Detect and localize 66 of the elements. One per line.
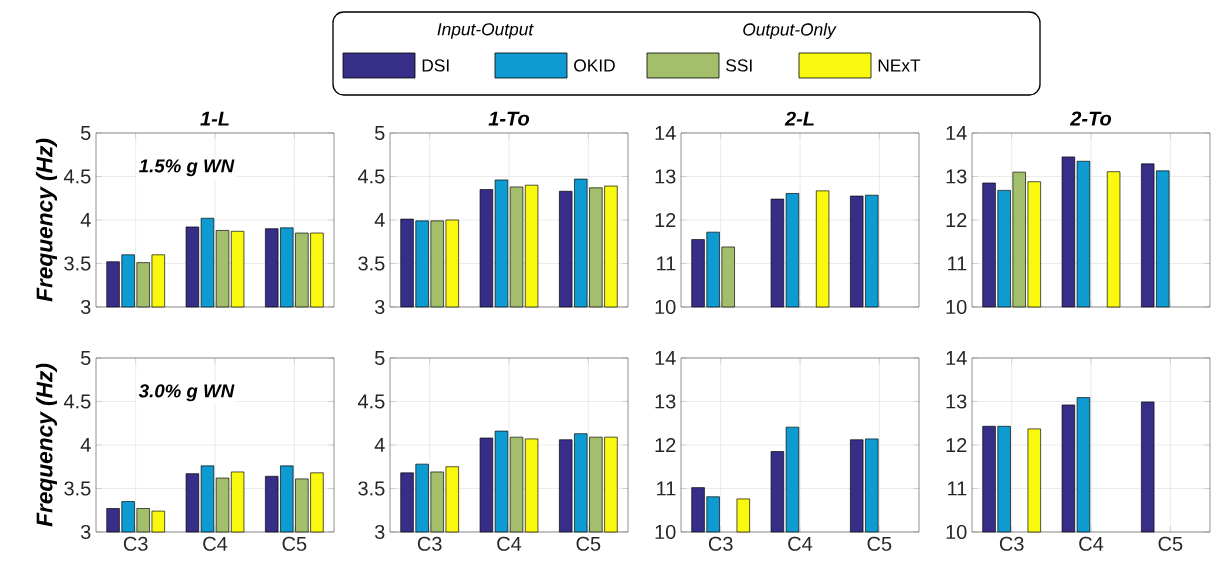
x-tick-label: C5 <box>576 536 601 551</box>
x-tick-label: C3 <box>123 536 148 551</box>
y-tick-label: 13 <box>946 394 967 409</box>
y-tick-label: 5 <box>80 351 91 365</box>
y-tick-label: 11 <box>948 256 967 271</box>
x-tick-label: C5 <box>1158 536 1183 551</box>
y-tick-label: 4.5 <box>63 394 91 409</box>
y-tick-label: 13 <box>655 169 676 184</box>
y-tick-label: 4.5 <box>357 394 385 409</box>
y-tick-label: 13 <box>946 169 967 184</box>
y-tick-label: 5 <box>80 126 91 140</box>
y-tick-label: 12 <box>655 213 676 227</box>
x-tick-label: C4 <box>1079 536 1104 551</box>
y-tick-label: 10 <box>655 299 676 315</box>
x-tick-label: C5 <box>282 536 307 551</box>
y-tick-label: 10 <box>946 524 967 540</box>
y-tick-label: 4 <box>80 438 91 452</box>
y-tick-label: 11 <box>657 481 676 496</box>
legend-label: OKID <box>574 59 615 72</box>
legend-label: SSI <box>726 59 752 72</box>
text: Input-Output <box>437 23 534 39</box>
y-tick-label: 10 <box>655 524 676 540</box>
x-tick-label: C4 <box>203 536 228 551</box>
y-axis-title: Frequency (Hz) <box>35 363 58 527</box>
y-tick-label: 5 <box>374 126 385 140</box>
y-tick-label: 4.5 <box>357 169 385 184</box>
y-tick-label: 3 <box>80 524 91 540</box>
y-tick-label: 14 <box>946 351 967 365</box>
y-tick-label: 3.5 <box>64 481 91 496</box>
y-tick-label: 14 <box>655 126 676 140</box>
x-tick-label: C3 <box>417 536 442 551</box>
text: 3.0% g WN <box>138 384 235 402</box>
y-tick-label: 14 <box>946 126 967 140</box>
y-tick-label: 4.5 <box>63 169 91 184</box>
y-tick-label: 5 <box>374 351 385 365</box>
y-axis-title: Frequency (Hz) <box>35 138 58 302</box>
x-tick-label: C3 <box>708 536 733 551</box>
y-tick-label: 3.5 <box>64 256 91 271</box>
legend-label: DSI <box>422 59 449 72</box>
text: 1.5% g WN <box>139 159 235 177</box>
y-tick-label: 13 <box>655 394 676 409</box>
y-tick-label: 12 <box>946 438 967 452</box>
chart-title: 1-L <box>200 111 229 126</box>
x-tick-label: C5 <box>867 536 892 551</box>
x-tick-label: C4 <box>788 536 813 551</box>
y-tick-label: 11 <box>657 256 676 271</box>
chart-title: 2-To <box>1069 111 1112 126</box>
y-tick-label: 11 <box>948 481 967 496</box>
y-tick-label: 12 <box>655 438 676 452</box>
chart-title: 2-L <box>784 111 814 126</box>
y-tick-label: 4 <box>374 438 385 452</box>
y-tick-label: 3 <box>374 524 385 540</box>
y-tick-label: 4 <box>80 213 91 227</box>
y-tick-label: 3 <box>80 299 91 315</box>
y-tick-label: 3.5 <box>358 481 385 496</box>
x-tick-label: C3 <box>999 536 1024 551</box>
text: Output-Only <box>743 22 837 40</box>
y-tick-label: 4 <box>374 213 385 227</box>
legend-label: NExT <box>878 59 921 72</box>
x-tick-label: C4 <box>497 536 522 551</box>
chart-title: 1-To <box>488 111 530 126</box>
y-tick-label: 12 <box>946 213 967 227</box>
y-tick-label: 3 <box>374 299 385 315</box>
y-tick-label: 3.5 <box>358 256 385 271</box>
y-tick-label: 10 <box>946 299 967 315</box>
y-tick-label: 14 <box>655 351 676 365</box>
